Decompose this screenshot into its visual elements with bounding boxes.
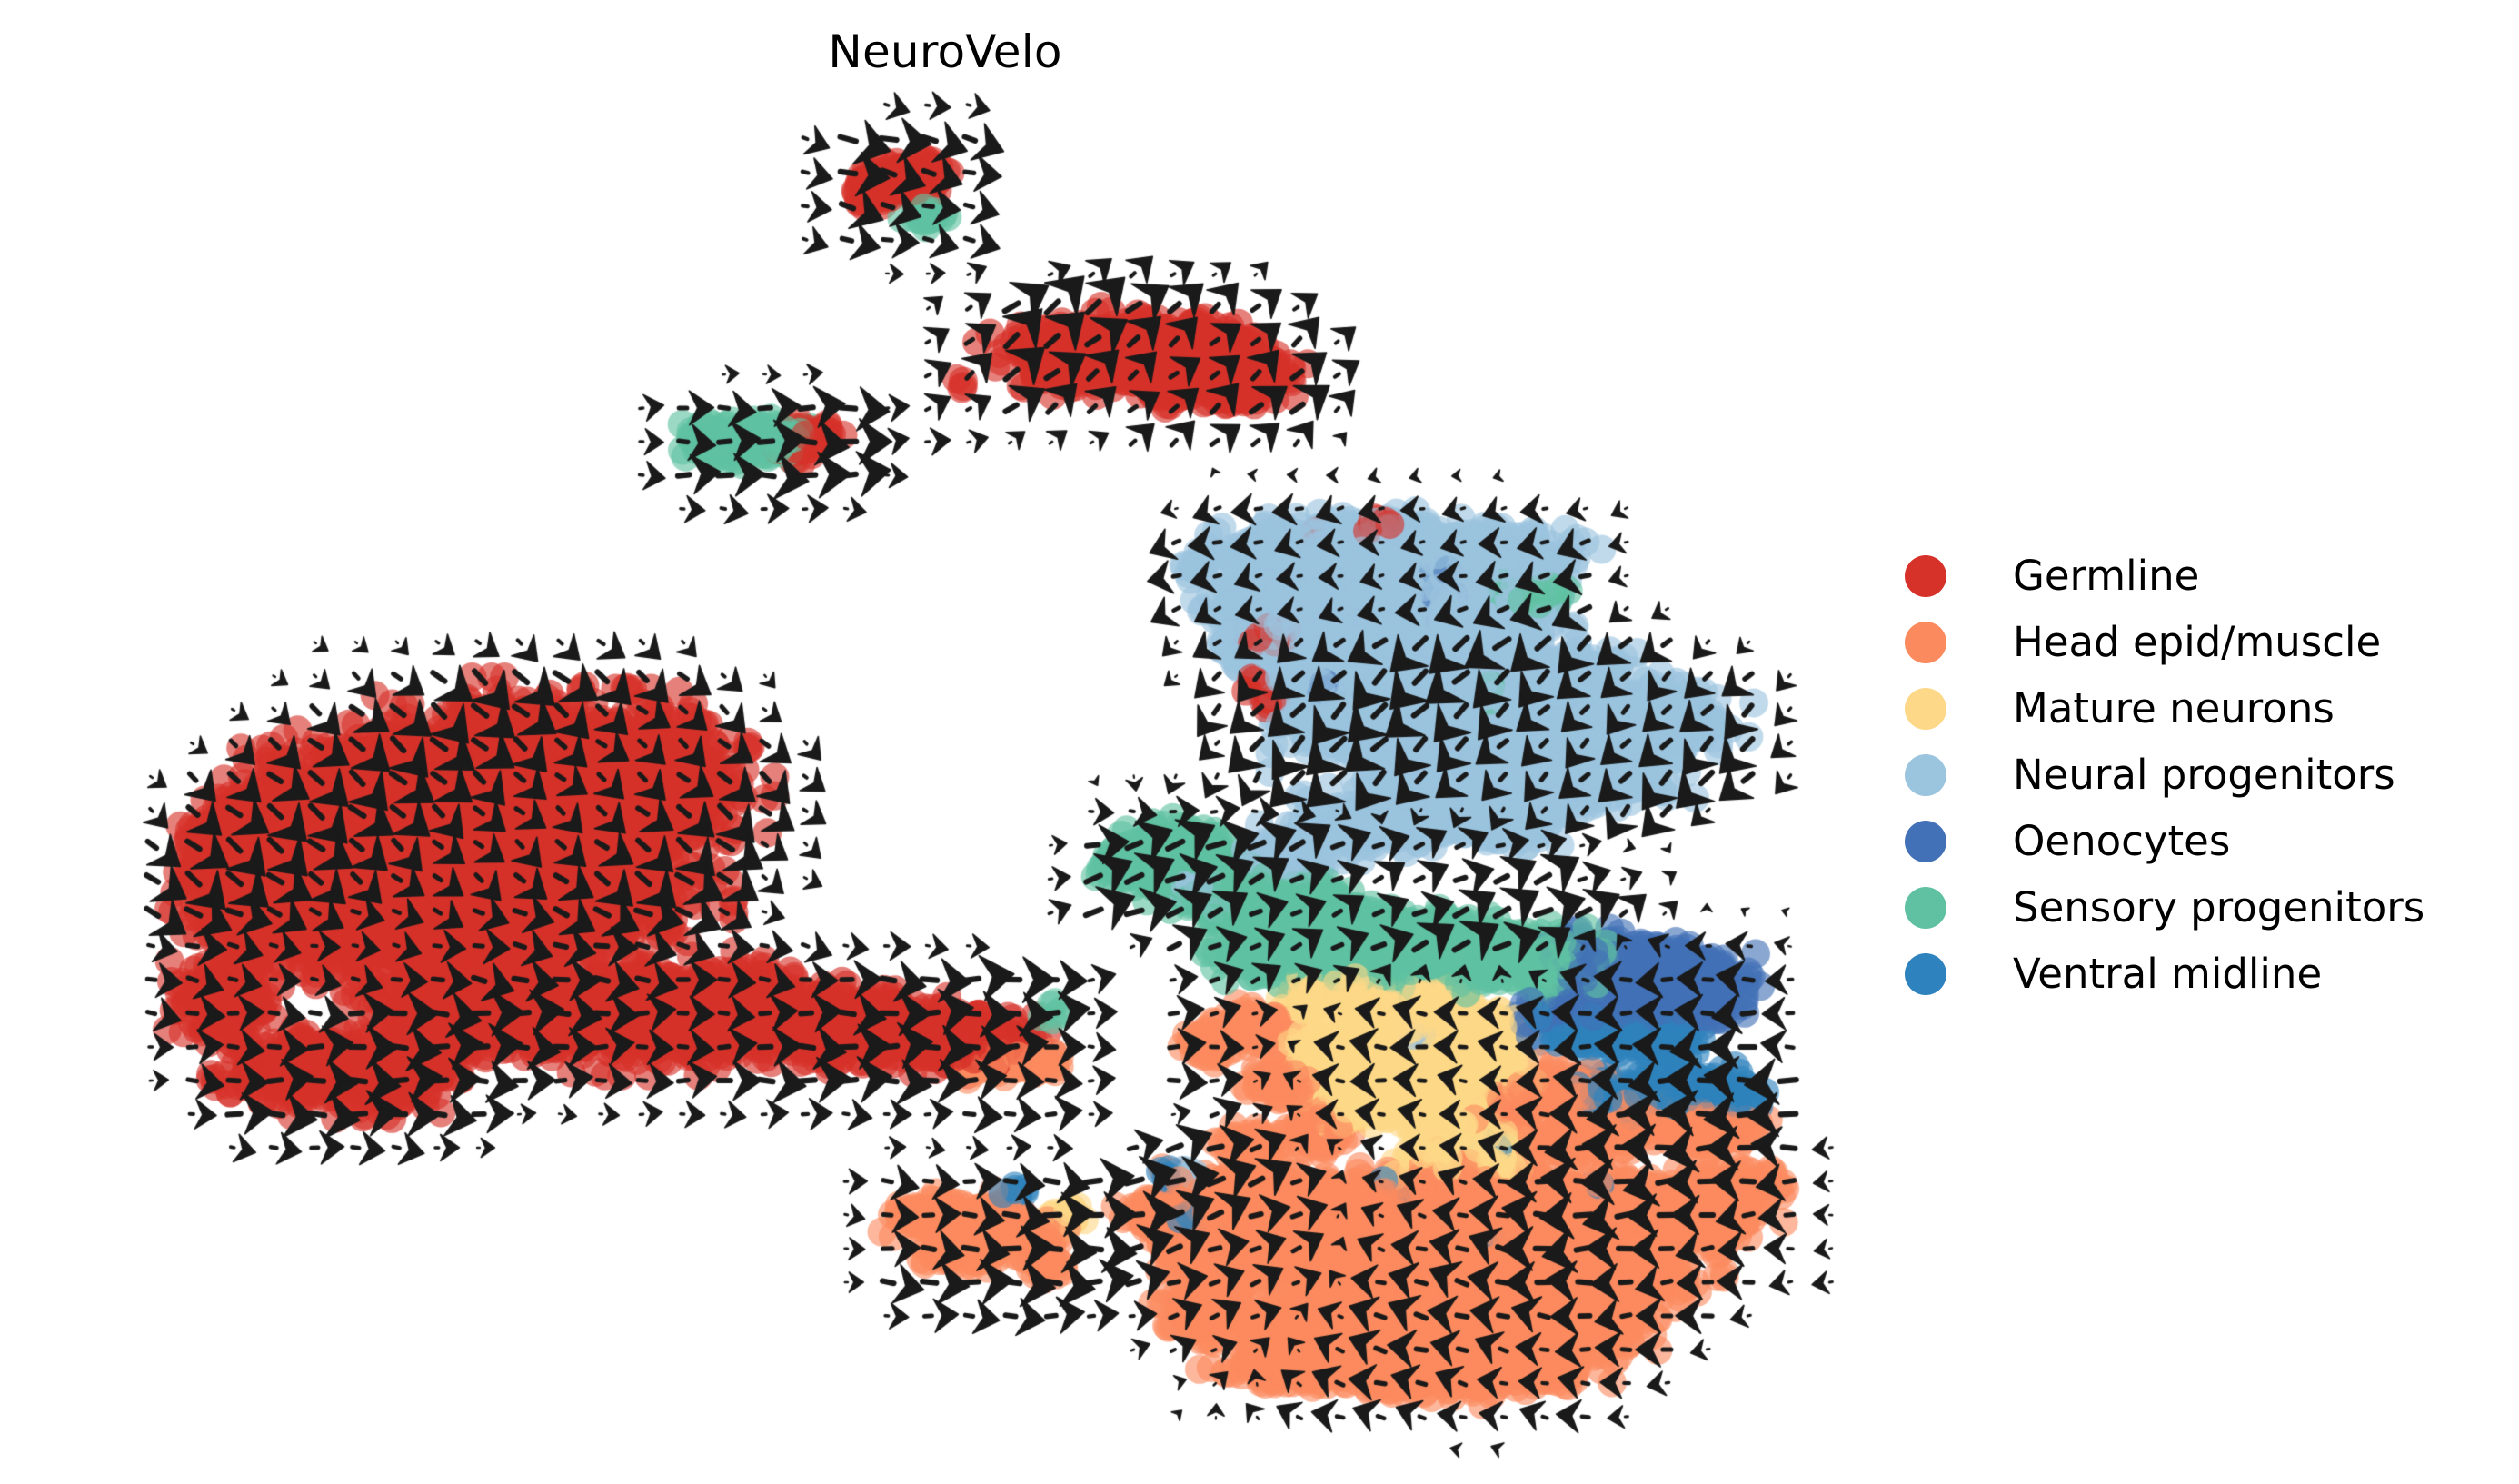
legend-item-sensory-progenitors[interactable]: Sensory progenitors	[1905, 874, 2424, 941]
legend-label: Oenocytes	[2013, 817, 2231, 865]
legend-item-oenocytes[interactable]: Oenocytes	[1905, 808, 2424, 874]
legend-item-mature-neurons[interactable]: Mature neurons	[1905, 675, 2424, 742]
legend-swatch-icon	[1905, 753, 1946, 796]
legend-item-ventral-midline[interactable]: Ventral midline	[1905, 941, 2424, 1007]
legend-item-germline[interactable]: Germline	[1905, 543, 2424, 609]
legend-label: Ventral midline	[2013, 950, 2323, 998]
legend-swatch-icon	[1905, 952, 1946, 995]
legend-swatch-icon	[1905, 820, 1946, 862]
legend-swatch-icon	[1905, 687, 1946, 730]
legend-label: Mature neurons	[2013, 684, 2335, 732]
legend-label: Neural progenitors	[2013, 751, 2395, 799]
legend-label: Sensory progenitors	[2013, 883, 2425, 931]
legend-item-head-epid-muscle[interactable]: Head epid/muscle	[1905, 609, 2424, 675]
legend-swatch-icon	[1905, 886, 1946, 929]
legend-item-neural-progenitors[interactable]: Neural progenitors	[1905, 742, 2424, 808]
legend-swatch-icon	[1905, 554, 1946, 597]
page-title: NeuroVelo	[828, 25, 1062, 78]
legend-swatch-icon	[1905, 621, 1946, 663]
legend-label: Head epid/muscle	[2013, 618, 2382, 666]
legend-label: Germline	[2013, 552, 2200, 600]
legend: Germline Head epid/muscle Mature neurons…	[1905, 543, 2424, 1007]
